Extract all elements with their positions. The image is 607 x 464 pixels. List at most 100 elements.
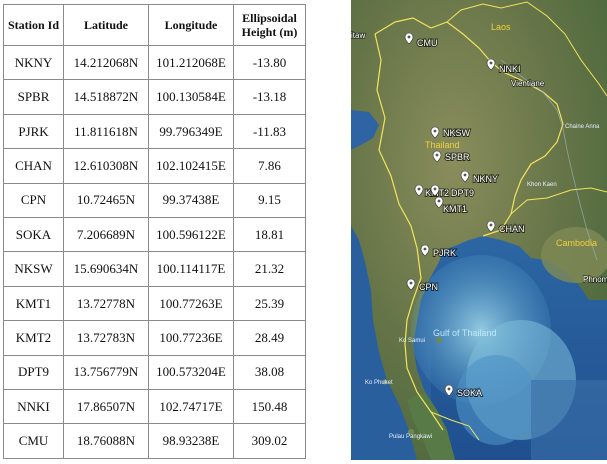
table-cell: 10.72465N bbox=[63, 182, 149, 219]
station-marker-nkny[interactable]: NKNY bbox=[460, 170, 499, 185]
map-pin-icon bbox=[486, 220, 496, 233]
table-cell: 21.32 bbox=[233, 251, 306, 287]
column-header-text: Station Id bbox=[7, 18, 60, 32]
column-header-text: Latitude bbox=[83, 18, 128, 32]
phuket-island bbox=[382, 379, 388, 385]
table-cell: -13.18 bbox=[233, 79, 306, 115]
table-cell: 7.206689N bbox=[63, 217, 149, 253]
table-cell: 13.756779N bbox=[63, 354, 149, 391]
table-cell: 99.796349E bbox=[148, 113, 234, 150]
table-cell: 309.02 bbox=[233, 423, 306, 459]
table-cell: 15.690634N bbox=[63, 251, 149, 287]
table-cell: 102.102415E bbox=[148, 148, 234, 184]
cambodia-border bbox=[510, 187, 607, 215]
station-label: SPBR bbox=[445, 152, 470, 162]
table-cell: DPT9 bbox=[3, 354, 64, 391]
table-cell: 100.114117E bbox=[148, 251, 234, 287]
place-label-vientiane: Vientiane bbox=[511, 79, 545, 88]
table-cell: 100.573204E bbox=[148, 354, 234, 391]
table-row: CHAN 12.610308N 102.102415E 7.86 bbox=[3, 148, 306, 184]
station-label: CHAN bbox=[499, 224, 525, 234]
table-cell: -13.80 bbox=[233, 44, 306, 81]
station-label: CMU bbox=[417, 38, 438, 48]
table-cell: 98.93238E bbox=[148, 423, 234, 459]
place-label-chaine-anna: Chaine Anna bbox=[565, 124, 600, 130]
table-row: PJRK 11.811618N 99.796349E -11.83 bbox=[3, 113, 306, 150]
map-pin-dot bbox=[437, 199, 441, 203]
table-cell: 11.811618N bbox=[63, 113, 149, 150]
table-row: KMT1 13.72778N 100.77263E 25.39 bbox=[3, 285, 306, 322]
haze bbox=[531, 380, 607, 460]
station-marker-nksw[interactable]: NKSW bbox=[430, 126, 472, 139]
station-marker-pjrk[interactable]: PJRK bbox=[420, 244, 457, 259]
station-label: NKNY bbox=[473, 174, 498, 184]
map-pin-dot bbox=[463, 173, 467, 177]
station-label: NKSW bbox=[443, 128, 471, 138]
map-pin-icon bbox=[406, 278, 416, 291]
map-pin-icon bbox=[430, 184, 440, 197]
table-cell: 38.08 bbox=[233, 354, 306, 391]
malaysia-border bbox=[430, 411, 480, 441]
table-row: CPN 10.72465N 99.37438E 9.15 bbox=[3, 182, 306, 219]
table-cell: 7.86 bbox=[233, 148, 306, 184]
table-row: NNKI 17.86507N 102.74717E 150.48 bbox=[3, 389, 306, 425]
station-marker-kmt1[interactable]: KMT1 bbox=[434, 196, 468, 215]
table-row: NKSW 15.690634N 100.114117E 21.32 bbox=[3, 251, 306, 287]
map-pin-dot bbox=[409, 281, 413, 285]
column-header: Longitude bbox=[148, 4, 234, 46]
satellite-map[interactable]: Laos Thailand Cambodia Gulf of Thailand … bbox=[351, 0, 607, 460]
map-pin-dot bbox=[407, 35, 411, 39]
station-marker-cmu[interactable]: CMU bbox=[404, 32, 439, 49]
country-label-laos: Laos bbox=[491, 22, 511, 32]
map-pin-icon bbox=[420, 244, 430, 257]
table-row: NKNY 14.212068N 101.212068E -13.80 bbox=[3, 44, 306, 81]
station-marker-soka[interactable]: SOKA bbox=[444, 384, 483, 399]
table-row: DPT9 13.756779N 100.573204E 38.08 bbox=[3, 354, 306, 391]
place-label-itaw: itaw bbox=[351, 31, 365, 40]
country-label-thailand: Thailand bbox=[425, 140, 460, 150]
table-row: KMT2 13.72783N 100.77236E 28.49 bbox=[3, 320, 306, 356]
map-pin-icon bbox=[486, 58, 496, 71]
station-label: KMT1 bbox=[443, 204, 467, 214]
station-marker-chan[interactable]: CHAN bbox=[486, 220, 526, 235]
langkawi-island bbox=[408, 429, 414, 435]
mainland bbox=[351, 0, 607, 460]
table-cell: CHAN bbox=[3, 148, 64, 184]
mekong-river bbox=[500, 59, 598, 261]
column-header-text: Height (m) bbox=[241, 25, 298, 39]
column-header-text: Longitude bbox=[164, 18, 218, 32]
table-cell: 17.86507N bbox=[63, 389, 149, 425]
column-header: Station Id bbox=[3, 4, 64, 46]
map-pin-icon bbox=[414, 184, 424, 197]
map-pin-dot bbox=[423, 247, 427, 251]
ko-samui-island bbox=[436, 337, 442, 343]
station-marker-nnki[interactable]: NNKI bbox=[486, 58, 522, 75]
map-pin-dot bbox=[447, 387, 451, 391]
table-cell: KMT1 bbox=[3, 285, 64, 322]
gulf-martaban bbox=[351, 110, 379, 150]
table-cell: SPBR bbox=[3, 79, 64, 115]
station-marker-cpn[interactable]: CPN bbox=[406, 278, 439, 293]
table-body: NKNY 14.212068N 101.212068E -13.80 SPBR 14.51… bbox=[3, 44, 306, 459]
country-label-cambodia: Cambodia bbox=[556, 238, 597, 248]
table-cell: 14.518872N bbox=[63, 79, 149, 115]
station-marker-spbr[interactable]: SPBR bbox=[432, 150, 471, 163]
table-cell: 100.596122E bbox=[148, 217, 234, 253]
map-pin-icon bbox=[444, 384, 454, 397]
laos-border bbox=[446, 1, 607, 97]
station-marker-dpt9[interactable]: DPT9 bbox=[430, 184, 475, 199]
table-cell: 14.212068N bbox=[63, 44, 149, 81]
map-pin-dot bbox=[489, 223, 493, 227]
table-cell: NKNY bbox=[3, 44, 64, 81]
table-cell: 12.610308N bbox=[63, 148, 149, 184]
table-cell: 100.130584E bbox=[148, 79, 234, 115]
table-cell: 100.77263E bbox=[148, 285, 234, 322]
table-cell: 150.48 bbox=[233, 389, 306, 425]
gulf-deep bbox=[456, 355, 536, 445]
map-pin-icon bbox=[432, 150, 442, 163]
table-cell: CPN bbox=[3, 182, 64, 219]
place-label-ko-samui: Ko Samui bbox=[399, 338, 425, 344]
column-header-text: Ellipsoidal bbox=[242, 11, 297, 25]
table-cell: 102.74717E bbox=[148, 389, 234, 425]
table-cell: 99.37438E bbox=[148, 182, 234, 219]
